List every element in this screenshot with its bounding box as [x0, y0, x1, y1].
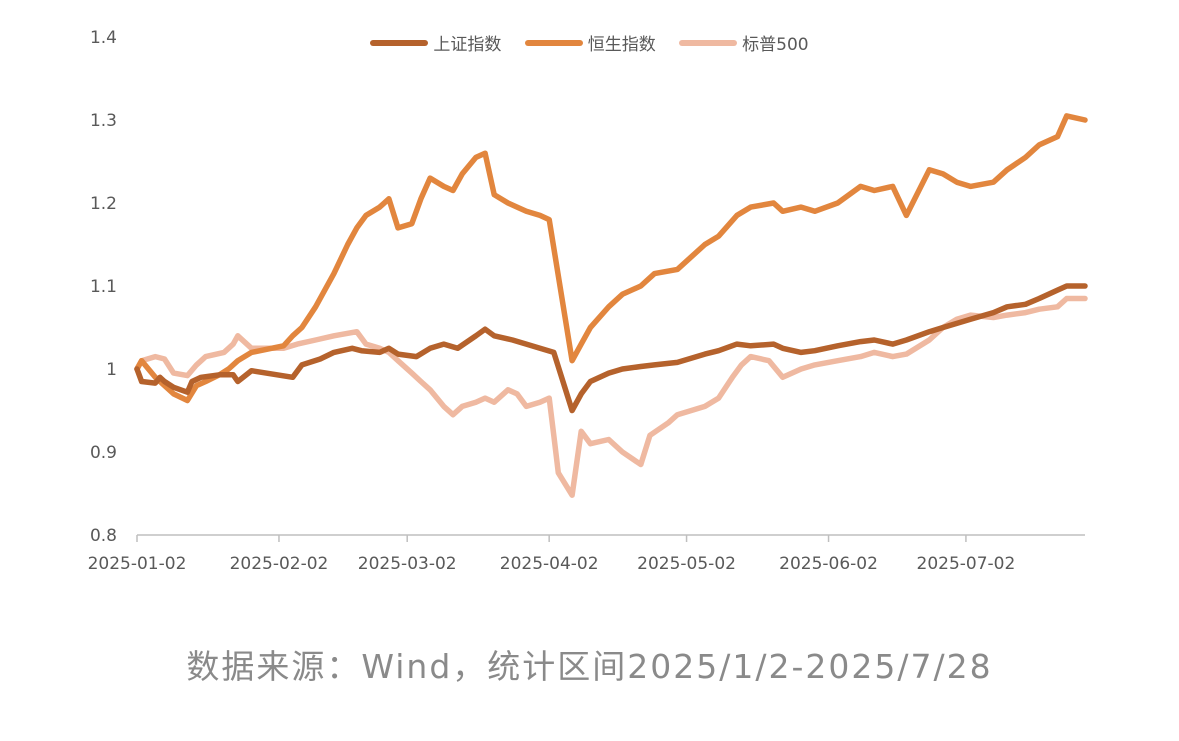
y-tick-label: 1: [106, 360, 117, 380]
x-tick-label: 2025-04-02: [500, 554, 599, 574]
y-tick-label: 1.2: [90, 194, 117, 214]
x-tick-label: 2025-01-02: [88, 554, 187, 574]
legend-label-shanghai: 上证指数: [433, 35, 502, 55]
legend-label-sp500: 标普500: [742, 35, 809, 55]
y-tick-label: 0.9: [90, 443, 117, 463]
y-axis: 0.8 0.9 1 1.1 1.2 1.3 1.4: [90, 28, 117, 546]
x-tick-label: 2025-05-02: [637, 554, 736, 574]
plot-lines: [134, 113, 1088, 498]
legend-swatch-hangseng: [524, 39, 583, 46]
chart-legend: 上证指数 恒生指数 标普500: [0, 30, 1179, 55]
y-tick-label: 1.4: [90, 28, 117, 48]
x-tick-label: 2025-06-02: [779, 554, 878, 574]
line-chart: 0.8 0.9 1 1.1 1.2 1.3 1.4 2025-01-02 2025-02-02…: [88, 28, 1088, 574]
legend-item-shanghai: 上证指数: [370, 30, 501, 55]
legend-label-hangseng: 恒生指数: [587, 35, 656, 55]
y-tick-label: 0.8: [90, 526, 117, 546]
x-tick-label: 2025-07-02: [917, 554, 1016, 574]
legend-item-sp500: 标普500: [679, 30, 809, 55]
x-tick-label: 2025-02-02: [230, 554, 329, 574]
series-line-1: [134, 113, 1088, 404]
x-tick-label: 2025-03-02: [358, 554, 457, 574]
y-tick-label: 1.3: [90, 111, 117, 131]
series-line-0: [134, 283, 1088, 414]
x-axis: 2025-01-02 2025-02-02 2025-03-02 2025-04-02…: [88, 534, 1085, 574]
legend-swatch-shanghai: [370, 39, 429, 46]
y-tick-label: 1.1: [90, 277, 117, 297]
legend-item-hangseng: 恒生指数: [524, 30, 656, 55]
data-source-note: 数据来源：Wind，统计区间2025/1/2-2025/7/28: [186, 647, 993, 686]
legend-swatch-sp500: [679, 39, 738, 46]
